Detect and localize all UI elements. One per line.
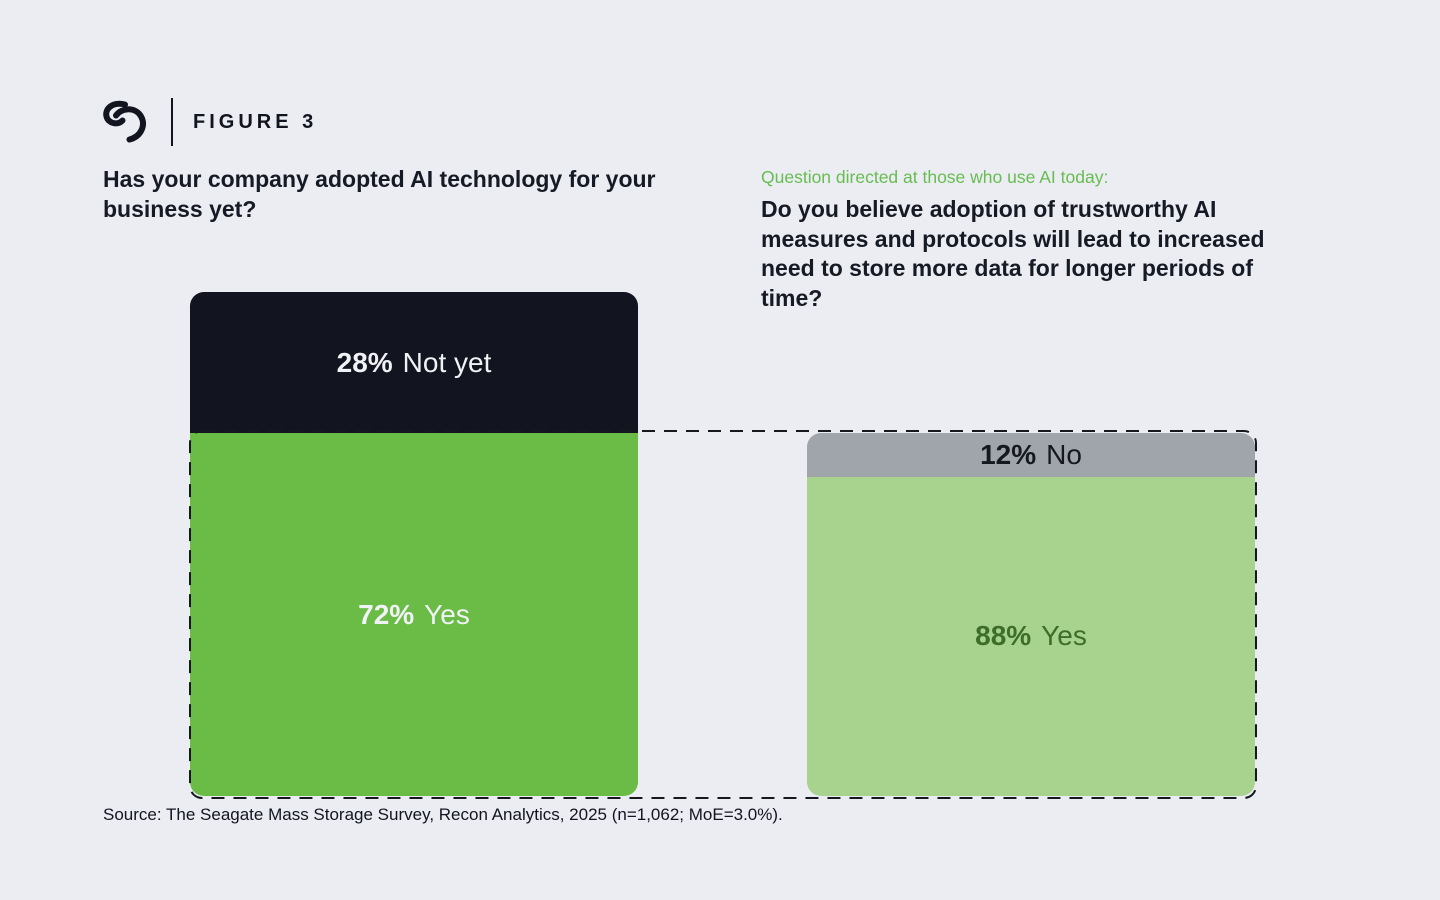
right-chart-question: Do you believe adoption of trustworthy A… xyxy=(761,196,1265,311)
right-chart-context: Question directed at those who use AI to… xyxy=(761,167,1109,187)
brand-header: FIGURE 3 xyxy=(101,96,317,148)
segment-label: Yes xyxy=(1041,620,1087,652)
left-chart-question: Has your company adopted AI technology f… xyxy=(103,166,656,222)
left-bar-segment-yes: 72% Yes xyxy=(190,433,638,796)
segment-label: Yes xyxy=(424,598,470,630)
segment-percent: 12% xyxy=(980,438,1037,470)
right-chart-question-block: Question directed at those who use AI to… xyxy=(761,166,1306,313)
right-stacked-bar: 12% No 88% Yes xyxy=(807,433,1255,796)
seagate-logo-icon xyxy=(103,100,146,143)
left-bar-segment-not-yet: 28% Not yet xyxy=(190,292,638,434)
segment-percent: 88% xyxy=(975,620,1032,652)
figure-label: FIGURE 3 xyxy=(193,110,318,133)
right-bar-segment-yes: 88% Yes xyxy=(807,476,1255,796)
left-stacked-bar: 28% Not yet 72% Yes xyxy=(190,292,638,796)
source-note: Source: The Seagate Mass Storage Survey,… xyxy=(103,805,783,824)
right-bar-segment-no: 12% No xyxy=(807,433,1255,477)
segment-percent: 72% xyxy=(358,598,415,630)
segment-label: Not yet xyxy=(402,346,492,378)
header-divider xyxy=(171,98,173,146)
segment-label: No xyxy=(1046,438,1082,470)
segment-percent: 28% xyxy=(336,346,393,378)
